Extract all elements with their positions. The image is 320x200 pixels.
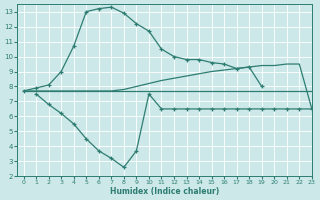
X-axis label: Humidex (Indice chaleur): Humidex (Indice chaleur) (110, 187, 219, 196)
